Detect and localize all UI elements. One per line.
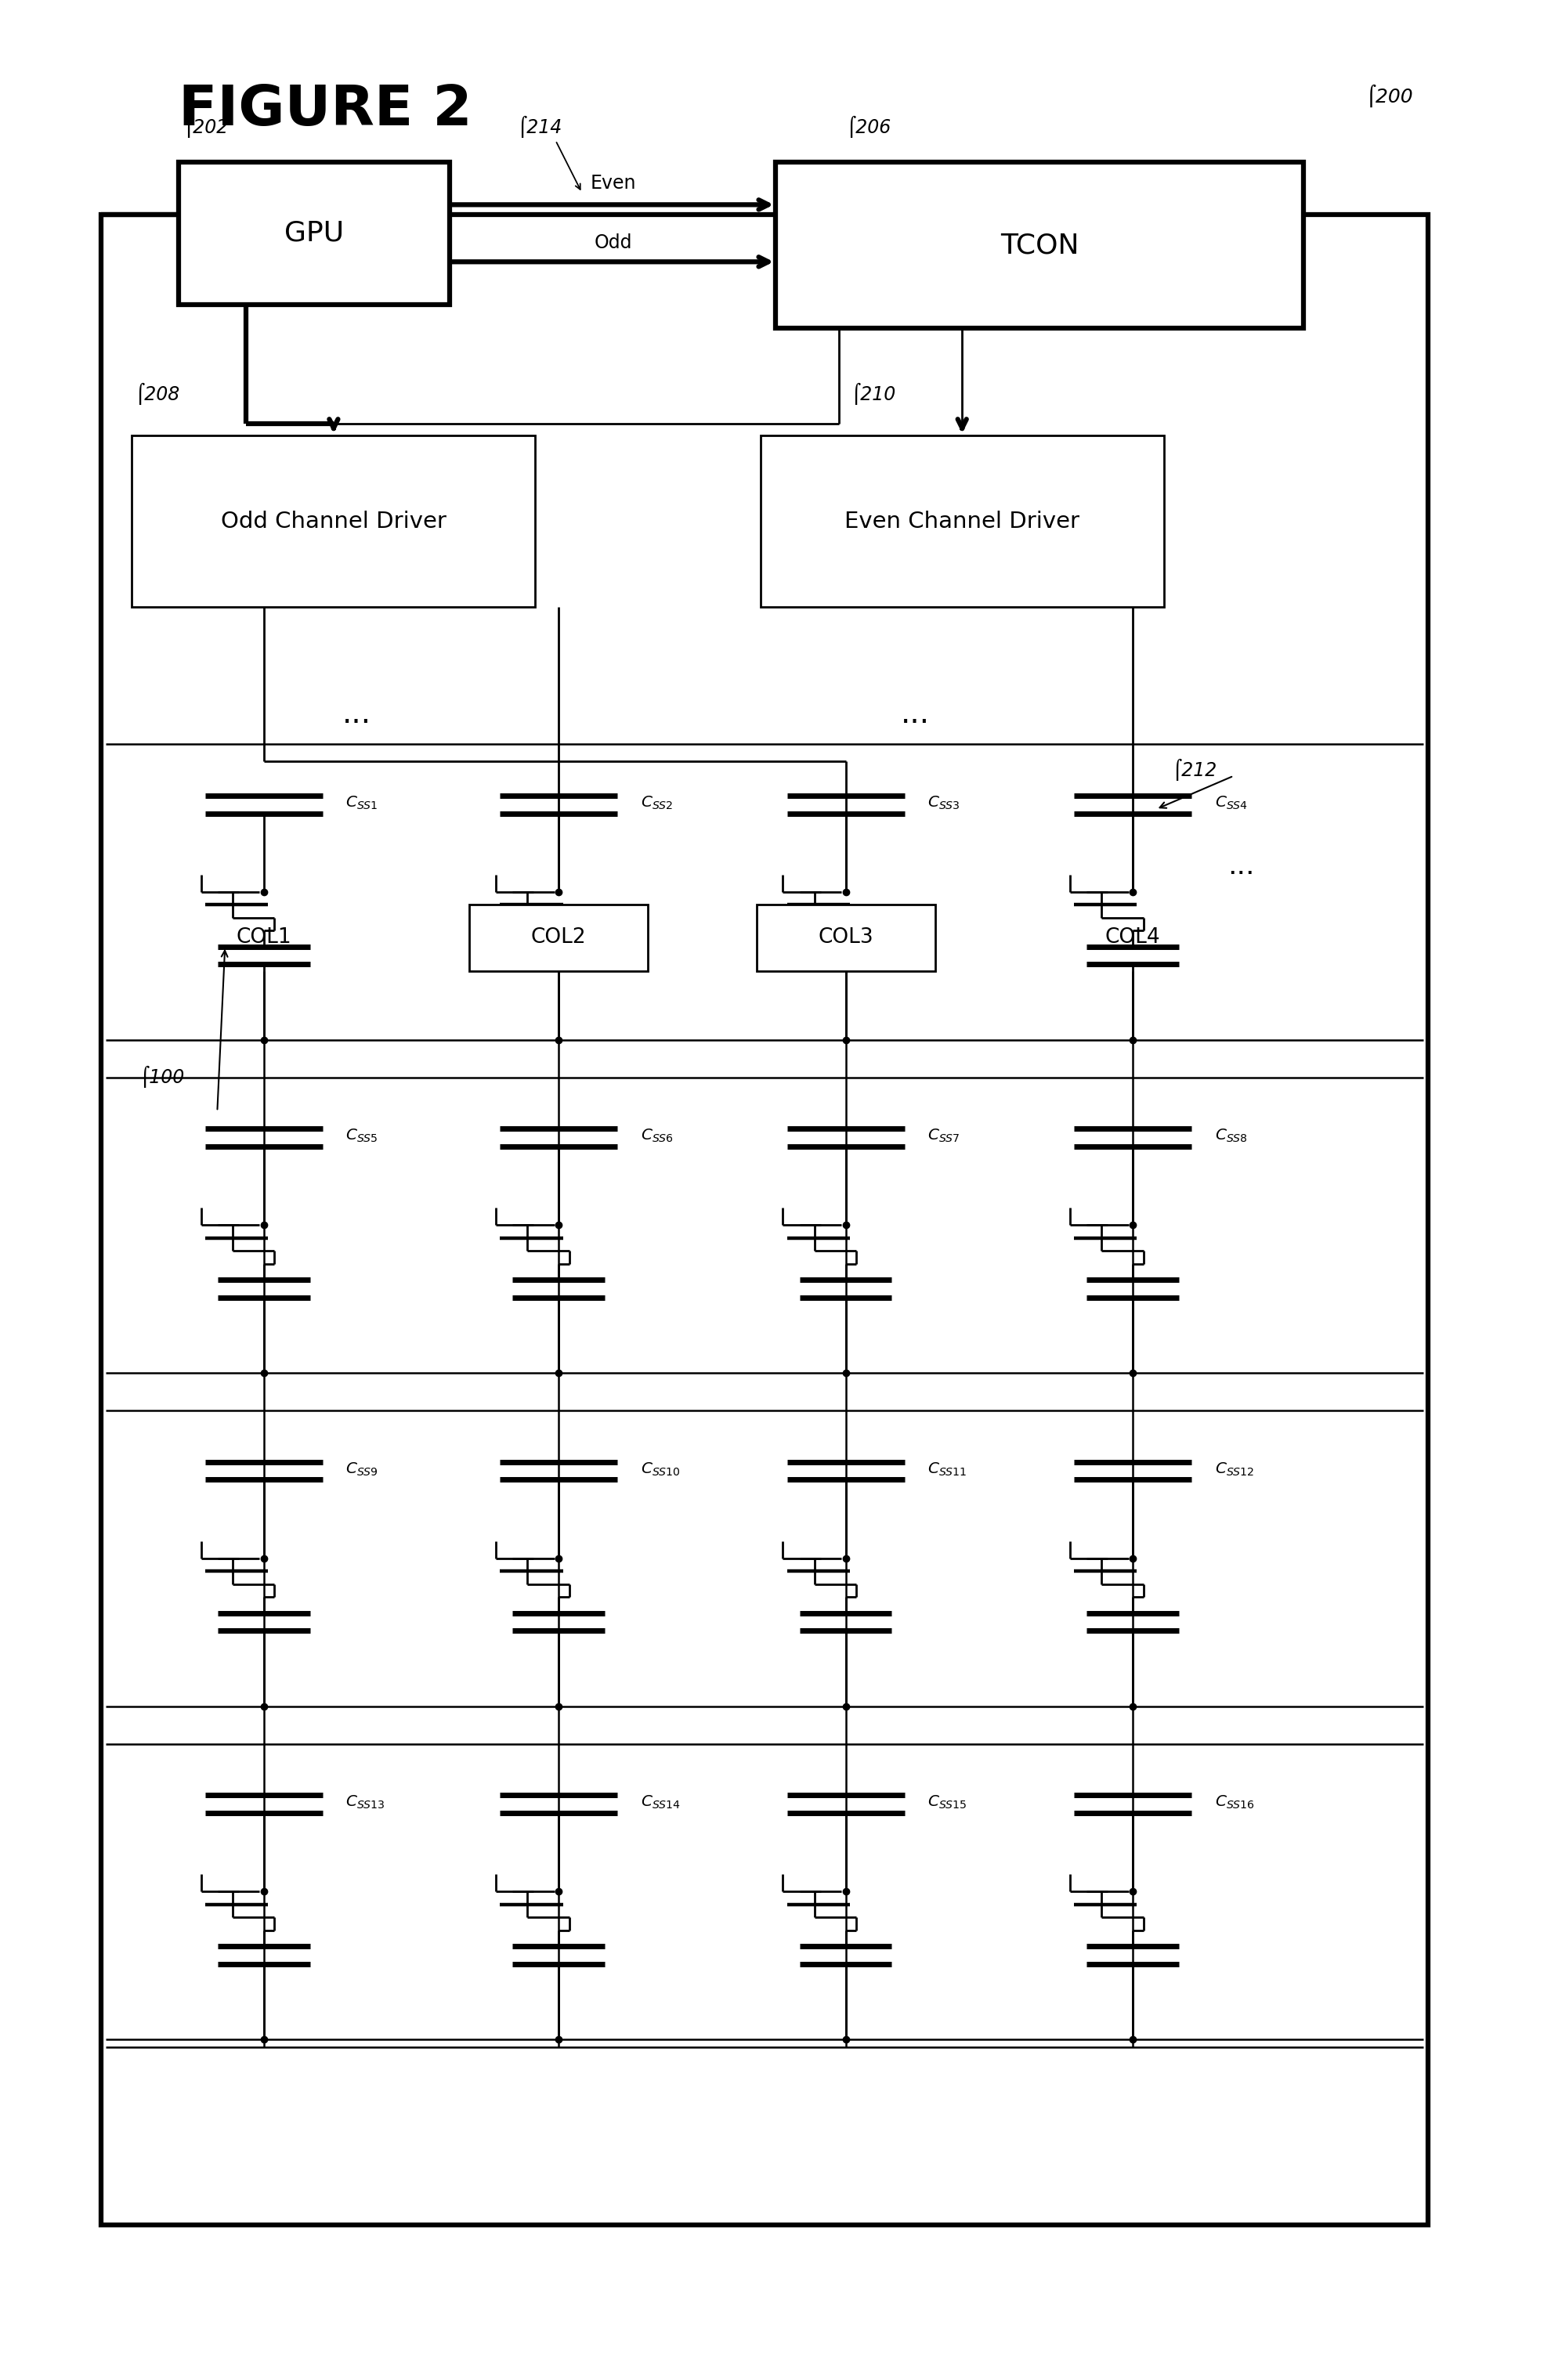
Text: ...: ... (1227, 852, 1255, 881)
Text: GPU: GPU (284, 219, 344, 248)
Text: ⌠100: ⌠100 (140, 1066, 185, 1088)
Text: $C_{SS8}$: $C_{SS8}$ (1214, 1128, 1247, 1145)
Text: COL1: COL1 (236, 928, 292, 947)
Text: Even Channel Driver: Even Channel Driver (844, 509, 1079, 533)
Text: COL3: COL3 (817, 928, 873, 947)
Bar (178, 162, 450, 305)
Text: ⌠208: ⌠208 (135, 383, 180, 405)
Text: $C_{SS7}$: $C_{SS7}$ (927, 1128, 960, 1145)
Text: ⌠212: ⌠212 (1171, 759, 1216, 781)
Text: $C_{SS5}$: $C_{SS5}$ (346, 1128, 378, 1145)
Text: $C_{SS16}$: $C_{SS16}$ (1214, 1795, 1255, 1811)
Text: $C_{SS15}$: $C_{SS15}$ (927, 1795, 966, 1811)
Text: $C_{SS4}$: $C_{SS4}$ (1214, 795, 1247, 812)
Text: ⌠200: ⌠200 (1365, 83, 1413, 107)
Text: Even: Even (589, 174, 636, 193)
Text: COL2: COL2 (530, 928, 586, 947)
Text: ⌠210: ⌠210 (850, 383, 895, 405)
Text: ...: ... (343, 700, 371, 728)
Text: ⌠214: ⌠214 (516, 117, 561, 138)
Text: $C_{SS14}$: $C_{SS14}$ (641, 1795, 681, 1811)
Text: $C_{SS1}$: $C_{SS1}$ (346, 795, 378, 812)
Bar (132, 436, 535, 607)
Text: $C_{SS12}$: $C_{SS12}$ (1214, 1461, 1253, 1478)
Text: $C_{SS3}$: $C_{SS3}$ (927, 795, 960, 812)
Text: $C_{SS6}$: $C_{SS6}$ (641, 1128, 673, 1145)
Text: $C_{SS9}$: $C_{SS9}$ (346, 1461, 378, 1478)
Text: $C_{SS11}$: $C_{SS11}$ (927, 1461, 966, 1478)
Text: $C_{SS10}$: $C_{SS10}$ (641, 1461, 679, 1478)
Bar (757, 904, 934, 971)
Text: ⌠202: ⌠202 (183, 117, 228, 138)
Text: Odd: Odd (594, 233, 631, 252)
Bar (760, 436, 1163, 607)
Text: COL4: COL4 (1104, 928, 1160, 947)
Bar (101, 214, 1427, 2225)
Text: Odd Channel Driver: Odd Channel Driver (220, 509, 447, 533)
Text: FIGURE 2: FIGURE 2 (178, 83, 472, 138)
Text: $C_{SS2}$: $C_{SS2}$ (641, 795, 673, 812)
Text: ...: ... (901, 700, 929, 728)
Bar (468, 904, 648, 971)
Bar (776, 162, 1303, 328)
Text: ⌠206: ⌠206 (845, 117, 890, 138)
Text: $C_{SS13}$: $C_{SS13}$ (346, 1795, 385, 1811)
Text: TCON: TCON (1000, 231, 1078, 259)
